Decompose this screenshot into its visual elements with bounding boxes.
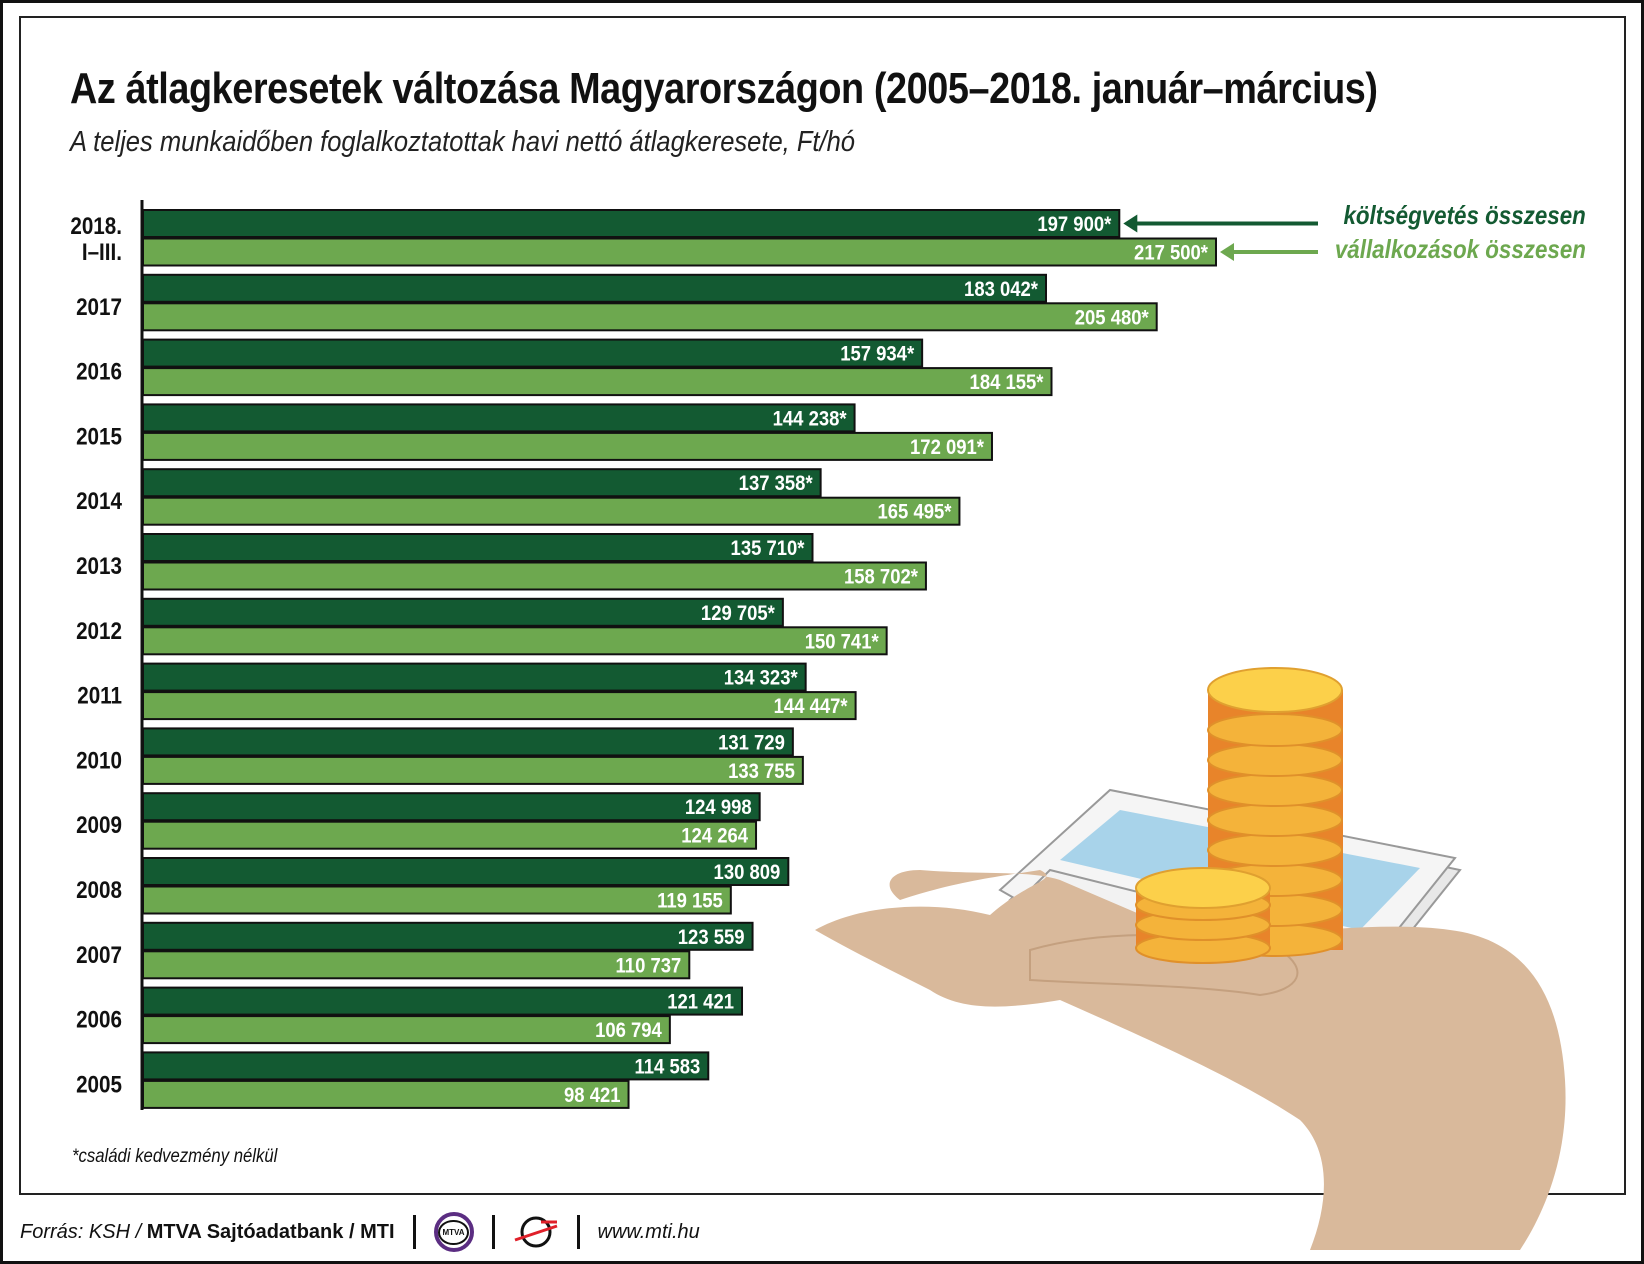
bar-business xyxy=(142,1015,671,1045)
chart-title: Az átlagkeresetek változása Magyarország… xyxy=(70,64,1378,113)
chart-subtitle: A teljes munkaidőben foglalkoztatottak h… xyxy=(70,126,855,158)
bar-budget xyxy=(142,597,784,627)
data-label: 205 480* xyxy=(1075,306,1149,329)
category-label: 2013 xyxy=(76,553,122,580)
bar-business xyxy=(142,367,1053,397)
bar-business xyxy=(142,496,961,526)
category-label: 2006 xyxy=(76,1006,122,1033)
data-label: 158 702* xyxy=(844,565,918,588)
data-label: 124 998 xyxy=(685,796,752,819)
footnote: *családi kedvezmény nélkül xyxy=(72,1146,278,1167)
data-label: 119 155 xyxy=(657,889,723,912)
source-bold: MTVA Sajtóadatbank / MTI xyxy=(146,1220,395,1243)
data-label: 157 934* xyxy=(840,343,914,366)
data-label: 165 495* xyxy=(878,501,952,524)
bar-budget xyxy=(142,727,794,757)
bar-budget xyxy=(142,273,1048,303)
data-label: 134 323* xyxy=(724,667,798,690)
bar-budget xyxy=(142,468,822,498)
legend-budget: költségvetés összesen xyxy=(1343,200,1586,230)
bar-budget xyxy=(142,662,807,692)
mtva-logo-text: MTVA xyxy=(438,1219,469,1245)
bar-budget xyxy=(142,986,744,1016)
chart-panel xyxy=(19,16,1626,1195)
footer: Forrás: KSH / MTVA Sajtóadatbank / MTI M… xyxy=(20,1212,700,1252)
data-label: 197 900* xyxy=(1037,213,1111,236)
data-label: 135 710* xyxy=(731,537,805,560)
category-label: 2007 xyxy=(76,941,122,968)
data-label: 130 809 xyxy=(714,861,781,884)
source-prefix: Forrás: KSH / xyxy=(20,1220,147,1243)
data-label: 217 500* xyxy=(1134,241,1208,264)
divider xyxy=(576,1215,580,1249)
category-label: 2011 xyxy=(77,682,122,709)
data-label: 137 358* xyxy=(739,472,813,495)
category-label: 2009 xyxy=(76,812,122,839)
mtva-logo: MTVA xyxy=(433,1212,474,1252)
data-label: 121 421 xyxy=(667,991,734,1014)
bar-budget xyxy=(142,338,924,368)
hand-icon xyxy=(815,870,1566,1250)
data-label: 172 091* xyxy=(910,436,984,459)
category-label: 2016 xyxy=(76,358,122,385)
bar-business xyxy=(142,302,1158,332)
bar-budget xyxy=(142,857,790,886)
category-label: 2014 xyxy=(76,488,122,515)
bar-business xyxy=(142,755,804,785)
divider xyxy=(491,1215,495,1249)
website-link[interactable]: www.mti.hu xyxy=(597,1220,700,1243)
data-label: 123 559 xyxy=(678,926,745,949)
data-label: 150 741* xyxy=(805,630,879,653)
data-label: 144 447* xyxy=(774,695,848,718)
data-label: 129 705* xyxy=(701,602,775,625)
divider xyxy=(412,1215,416,1249)
bar-business xyxy=(142,626,888,656)
bar-business xyxy=(142,561,927,591)
bar-budget xyxy=(142,792,761,822)
category-label: 2008 xyxy=(76,877,122,904)
bar-business xyxy=(142,691,857,721)
bar-budget xyxy=(142,209,1121,238)
bar-business xyxy=(142,885,732,915)
arrowhead-icon xyxy=(1123,214,1138,233)
arrowhead-icon xyxy=(1220,243,1234,261)
coin-stack-icon xyxy=(1135,667,1343,964)
mti-logo xyxy=(514,1216,557,1248)
category-label: 2018. xyxy=(70,213,122,240)
data-label: 98 421 xyxy=(564,1084,620,1107)
bar-business xyxy=(142,820,758,850)
bar-budget xyxy=(142,921,754,951)
category-label: 2017 xyxy=(76,293,122,320)
bar-business xyxy=(142,950,691,980)
category-label: 2005 xyxy=(76,1071,122,1098)
data-label: 133 755 xyxy=(728,760,795,783)
data-label: 131 729 xyxy=(718,731,785,754)
category-label: I–III. xyxy=(82,239,122,266)
data-label: 184 155* xyxy=(970,371,1044,394)
bar-budget xyxy=(142,403,856,433)
data-label: 106 794 xyxy=(595,1019,662,1042)
bar-budget xyxy=(142,1051,710,1081)
data-label: 110 737 xyxy=(616,954,682,977)
bar-budget xyxy=(142,533,814,562)
bar-business xyxy=(142,431,993,461)
category-label: 2012 xyxy=(76,617,122,644)
legend-business: vállalkozások összesen xyxy=(1334,234,1586,264)
data-label: 144 238* xyxy=(773,407,847,430)
bar-business xyxy=(142,1079,630,1109)
data-label: 114 583 xyxy=(635,1055,701,1078)
data-label: 124 264 xyxy=(681,825,748,848)
category-label: 2010 xyxy=(76,747,122,774)
category-label: 2015 xyxy=(76,423,122,450)
data-label: 183 042* xyxy=(964,278,1038,301)
bar-business xyxy=(142,237,1217,267)
